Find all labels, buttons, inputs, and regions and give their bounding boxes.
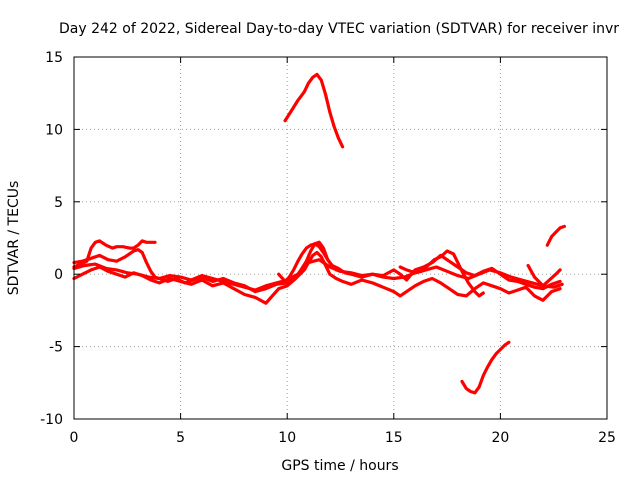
series-track-c [72, 250, 562, 305]
x-tick-labels: 0 5 10 15 20 25 [70, 430, 616, 446]
series-track-a [72, 239, 157, 269]
series-track-j [545, 224, 567, 247]
y-tick-label: 5 [54, 195, 63, 211]
x-tick-label: 25 [598, 430, 616, 446]
x-axis-label: GPS time / hours [281, 458, 398, 474]
grid-lines [74, 57, 607, 419]
y-tick-label: -10 [40, 412, 63, 428]
x-tick-label: 10 [278, 430, 296, 446]
y-tick-labels: -10 -5 0 5 10 15 [40, 50, 63, 428]
series-track-d [72, 258, 564, 292]
x-tick-label: 0 [70, 430, 79, 446]
series-group [72, 72, 567, 395]
series-track-h [283, 72, 345, 149]
x-tick-label: 15 [385, 430, 403, 446]
series-track-e [277, 242, 343, 283]
plot-frame [73, 56, 608, 420]
y-tick-label: 10 [45, 122, 63, 138]
chart-title: Day 242 of 2022, Sidereal Day-to-day VTE… [59, 21, 619, 37]
series-track-i [460, 340, 511, 395]
axis-ticks [73, 56, 608, 420]
series-track-f [398, 249, 485, 298]
y-axis-label: SDTVAR / TECUs [6, 181, 22, 296]
y-tick-label: 15 [45, 50, 63, 66]
series-track-g [526, 263, 562, 288]
x-tick-label: 20 [491, 430, 509, 446]
x-tick-label: 5 [176, 430, 185, 446]
y-tick-label: 0 [54, 267, 63, 283]
y-tick-label: -5 [49, 340, 63, 356]
